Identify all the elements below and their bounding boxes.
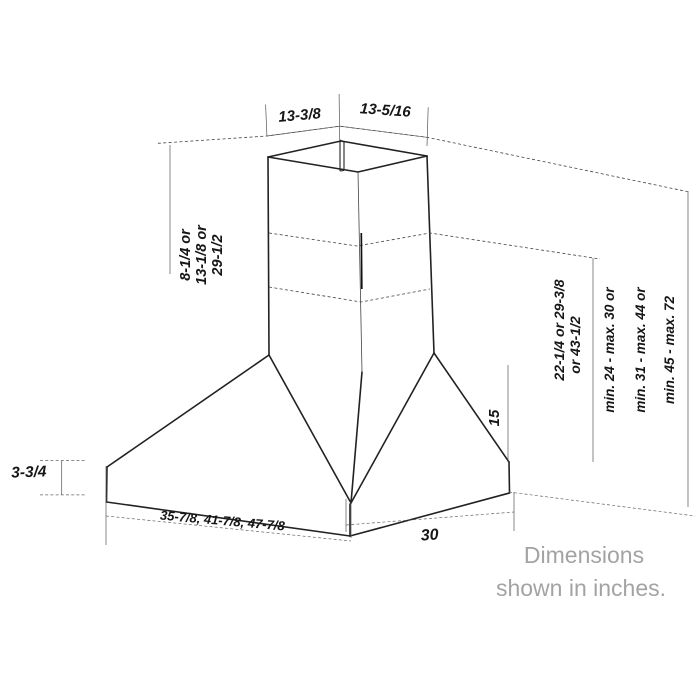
svg-text:8-1/4 or: 8-1/4 or — [178, 228, 194, 281]
svg-text:29-1/2: 29-1/2 — [210, 234, 226, 276]
svg-text:13-5/16: 13-5/16 — [359, 100, 412, 121]
svg-text:Dimensions: Dimensions — [524, 542, 644, 568]
svg-text:3-3/4: 3-3/4 — [11, 463, 47, 481]
svg-text:min. 24 - max. 30 or: min. 24 - max. 30 or — [602, 287, 617, 413]
svg-text:min. 45 - max. 72: min. 45 - max. 72 — [662, 295, 677, 404]
svg-text:min. 31 - max. 44 or: min. 31 - max. 44 or — [633, 287, 648, 413]
svg-text:30: 30 — [420, 526, 439, 544]
svg-text:15: 15 — [486, 409, 503, 426]
svg-text:22-1/4 or 29-3/8: 22-1/4 or 29-3/8 — [551, 279, 567, 381]
svg-text:or 43-1/2: or 43-1/2 — [567, 316, 583, 374]
svg-text:shown in inches.: shown in inches. — [496, 575, 666, 601]
svg-text:13-1/8 or: 13-1/8 or — [194, 224, 210, 285]
